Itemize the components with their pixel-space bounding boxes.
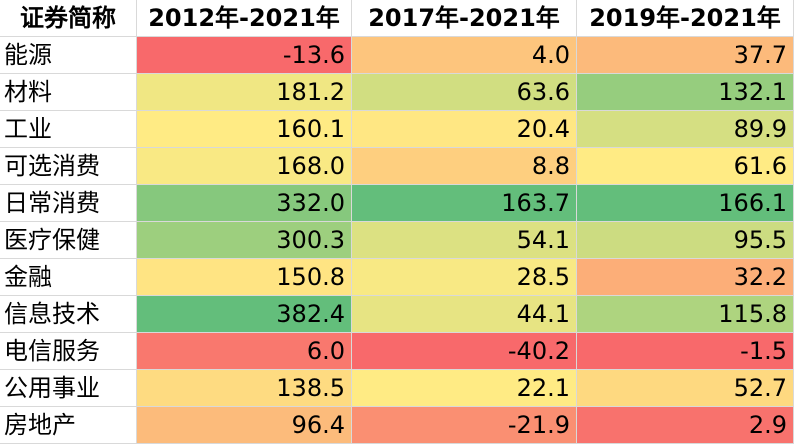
- value-cell: 166.1: [577, 185, 794, 222]
- column-header: 证券简称: [0, 0, 137, 37]
- value-cell: 150.8: [137, 259, 352, 296]
- value-cell: 138.5: [137, 370, 352, 407]
- value-cell: 168.0: [137, 148, 352, 185]
- value-cell: 300.3: [137, 222, 352, 259]
- value-cell: 8.8: [352, 148, 577, 185]
- value-cell: 44.1: [352, 296, 577, 333]
- row-label: 材料: [0, 74, 137, 111]
- value-cell: 4.0: [352, 37, 577, 74]
- value-cell: 32.2: [577, 259, 794, 296]
- row-label: 医疗保健: [0, 222, 137, 259]
- column-header: 2019年-2021年: [577, 0, 794, 37]
- row-label: 日常消费: [0, 185, 137, 222]
- value-cell: 28.5: [352, 259, 577, 296]
- value-cell: 89.9: [577, 111, 794, 148]
- row-label: 电信服务: [0, 333, 137, 370]
- value-cell: 52.7: [577, 370, 794, 407]
- value-cell: 37.7: [577, 37, 794, 74]
- value-cell: 61.6: [577, 148, 794, 185]
- column-header: 2012年-2021年: [137, 0, 352, 37]
- value-cell: 382.4: [137, 296, 352, 333]
- value-cell: 95.5: [577, 222, 794, 259]
- value-cell: 54.1: [352, 222, 577, 259]
- row-label: 工业: [0, 111, 137, 148]
- row-label: 能源: [0, 37, 137, 74]
- value-cell: 22.1: [352, 370, 577, 407]
- value-cell: 132.1: [577, 74, 794, 111]
- value-cell: 6.0: [137, 333, 352, 370]
- value-cell: 96.4: [137, 407, 352, 444]
- row-label: 房地产: [0, 407, 137, 444]
- value-cell: 2.9: [577, 407, 794, 444]
- value-cell: -21.9: [352, 407, 577, 444]
- column-header: 2017年-2021年: [352, 0, 577, 37]
- value-cell: -1.5: [577, 333, 794, 370]
- value-cell: 63.6: [352, 74, 577, 111]
- value-cell: 115.8: [577, 296, 794, 333]
- value-cell: 160.1: [137, 111, 352, 148]
- value-cell: 20.4: [352, 111, 577, 148]
- value-cell: 181.2: [137, 74, 352, 111]
- value-cell: -40.2: [352, 333, 577, 370]
- row-label: 公用事业: [0, 370, 137, 407]
- value-cell: -13.6: [137, 37, 352, 74]
- value-cell: 332.0: [137, 185, 352, 222]
- row-label: 金融: [0, 259, 137, 296]
- row-label: 信息技术: [0, 296, 137, 333]
- value-cell: 163.7: [352, 185, 577, 222]
- row-label: 可选消费: [0, 148, 137, 185]
